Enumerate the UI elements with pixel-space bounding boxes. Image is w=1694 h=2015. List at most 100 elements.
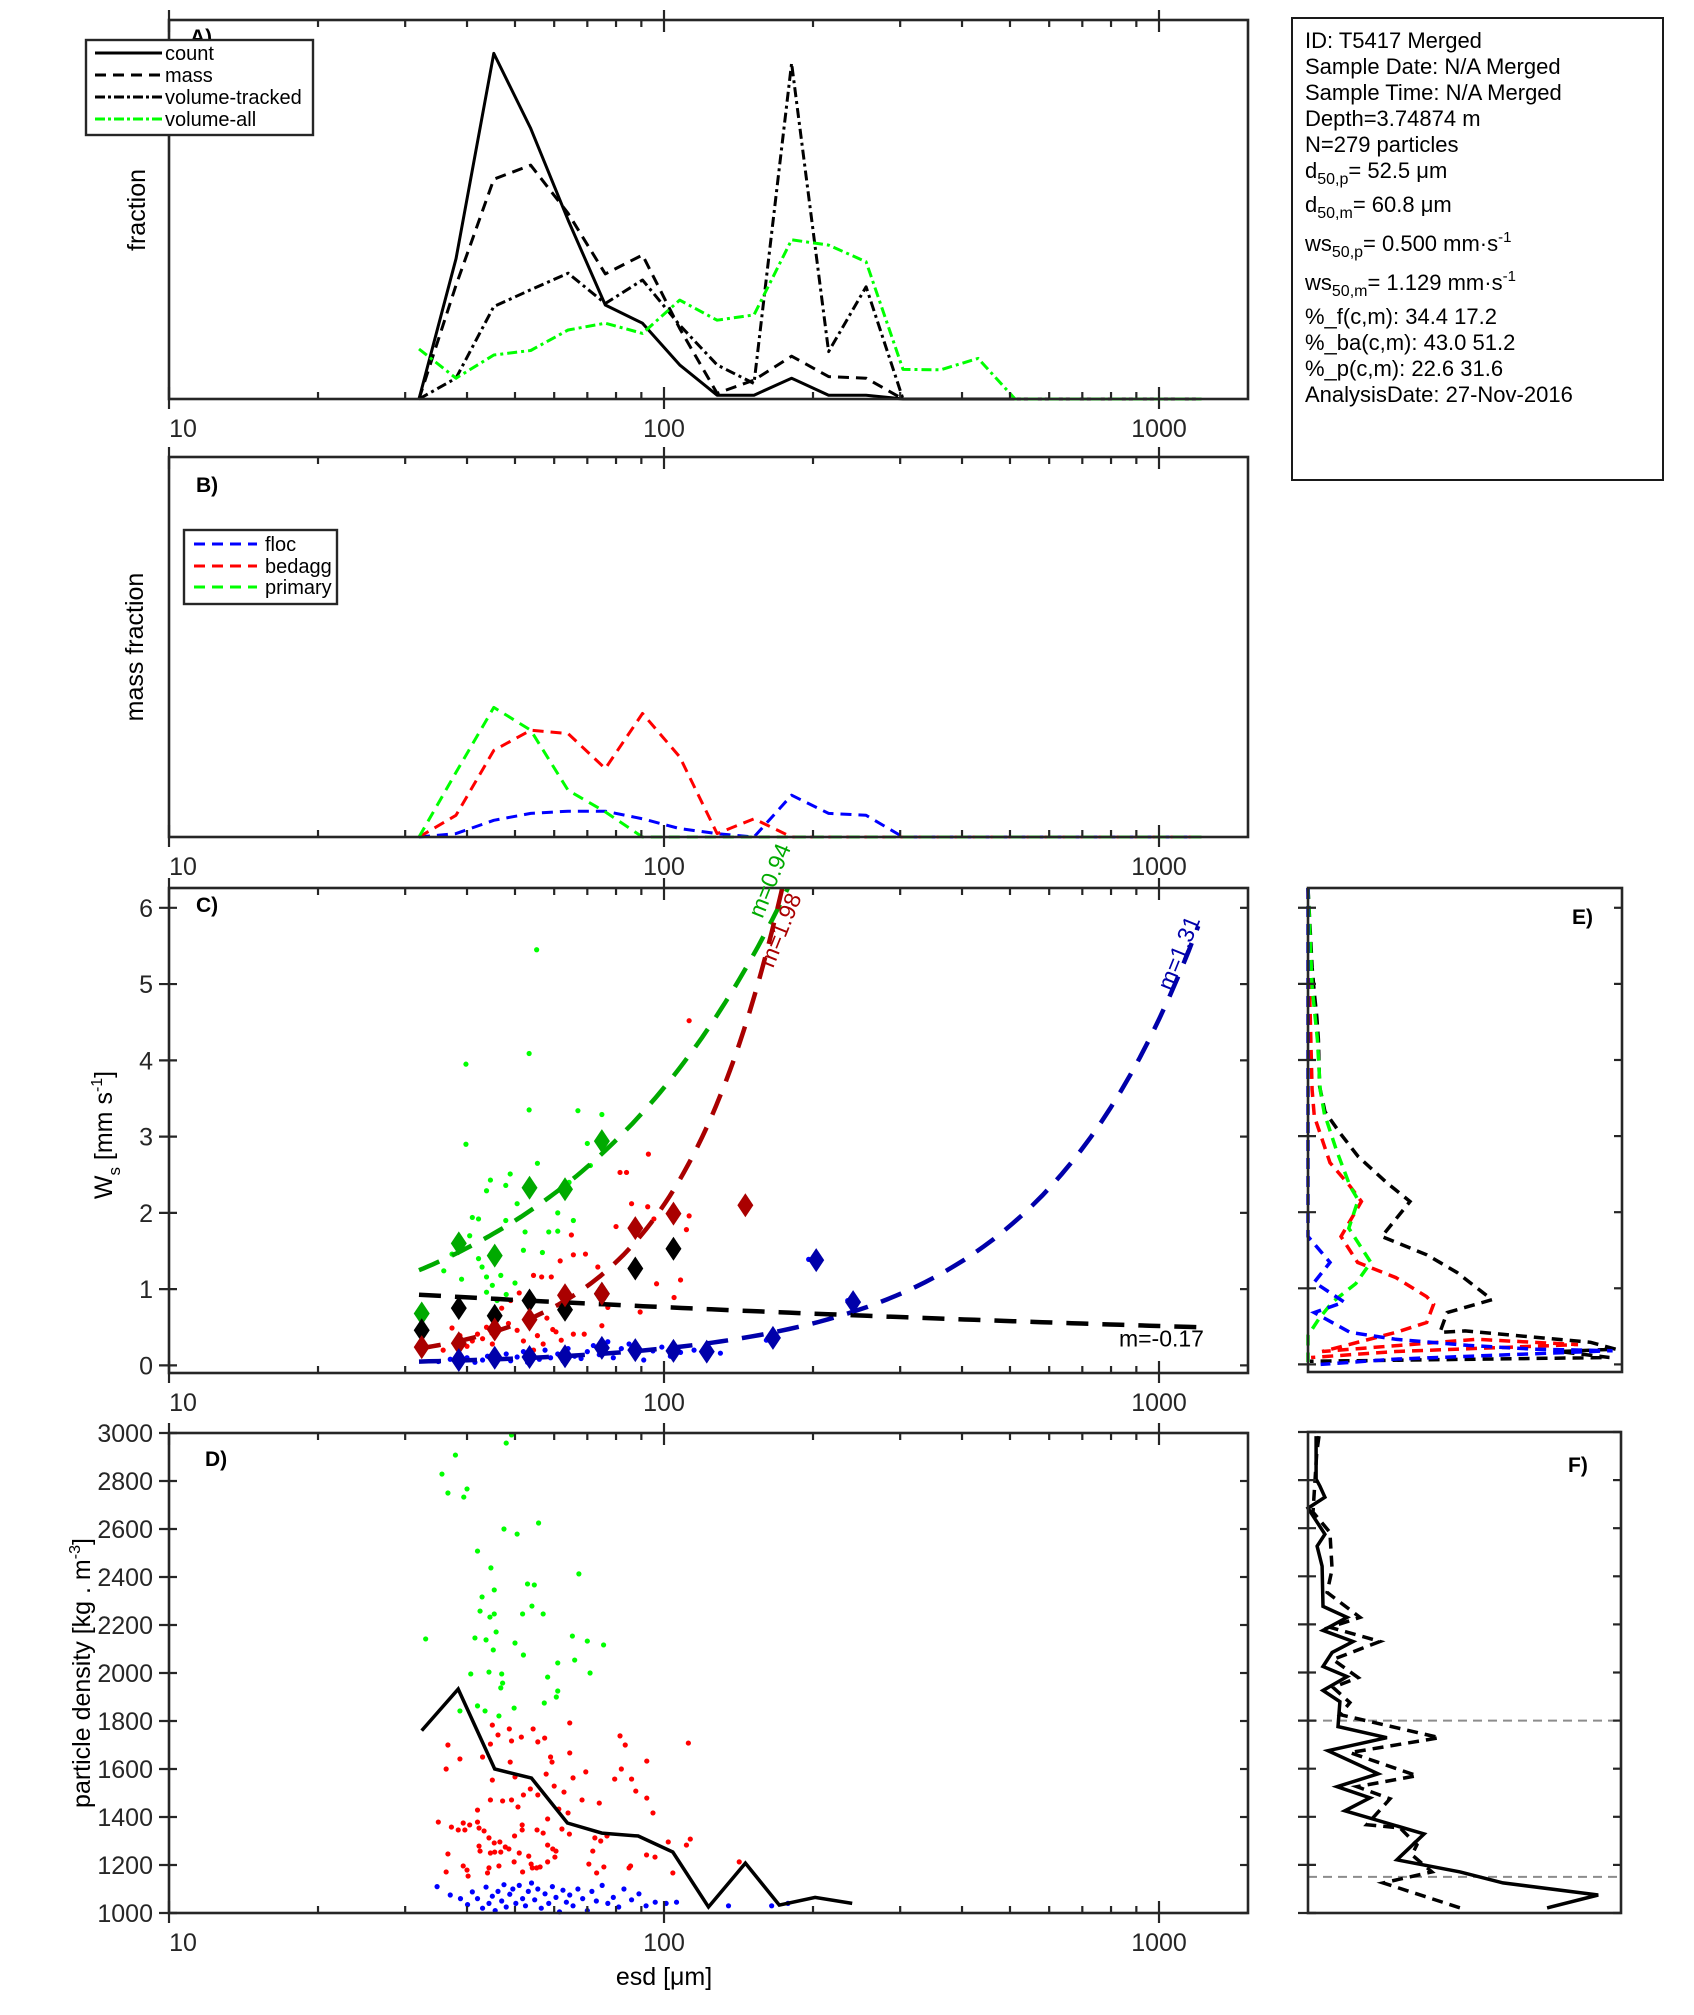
scatter-point-floc	[499, 1898, 505, 1904]
scatter-point-primary	[600, 1642, 607, 1648]
scatter-point-floc	[610, 1894, 616, 1900]
profile-line-all	[1306, 887, 1617, 1364]
scatter-point-floc	[560, 1887, 566, 1893]
scatter-point-floc	[479, 1357, 486, 1363]
scatter-point-primary	[499, 1671, 505, 1677]
scatter-point-bedagg	[628, 1201, 635, 1207]
scatter-point-bedagg	[579, 1797, 585, 1803]
median-density-line	[420, 1685, 853, 1910]
scatter-point-bedagg	[487, 1797, 494, 1803]
scatter-point-bedagg	[514, 1327, 520, 1333]
info-sample-time: Sample Time: N/A Merged	[1305, 80, 1562, 105]
scatter-point-bedagg	[570, 1252, 576, 1258]
info-ws50m: ws50,m= 1.129 mm·s-1	[1305, 265, 1662, 304]
legend-label-floc: floc	[265, 534, 296, 556]
scatter-point-floc	[457, 1896, 464, 1902]
scatter-point-bedagg	[519, 1822, 525, 1828]
scatter-point-bedagg	[486, 1835, 492, 1841]
fit-line-bedagg-fit	[418, 888, 785, 1351]
scatter-point-bedagg	[557, 1258, 563, 1264]
y-tick-label: 1	[139, 1276, 153, 1304]
scatter-point-bedagg	[516, 1850, 522, 1856]
panel-d-y-ticks: 1000 1200 1400 1600 1800 2000 2200 2400 2600 2800…	[97, 1420, 1248, 1928]
scatter-point-floc	[464, 1902, 471, 1908]
scatter-point-bedagg	[445, 1851, 451, 1857]
scatter-point-bedagg	[622, 1742, 628, 1748]
scatter-point-primary	[493, 1629, 499, 1635]
binned-diamond-all	[557, 1297, 574, 1322]
scatter-point-bedagg	[644, 1758, 650, 1764]
binned-diamond-floc	[486, 1345, 503, 1370]
scatter-point-floc	[479, 1905, 486, 1911]
binned-diamond-bedagg	[593, 1281, 610, 1306]
info-ws50m-sub: 50,m	[1331, 283, 1368, 300]
binned-diamond-bedagg	[450, 1331, 467, 1356]
scatter-point-floc	[563, 1899, 569, 1905]
scatter-point-bedagg	[534, 1333, 541, 1339]
scatter-point-floc	[503, 1904, 509, 1910]
panel-f-axes-box	[1306, 1430, 1623, 1915]
scatter-point-primary	[441, 1268, 447, 1274]
y-tick-label: 2800	[97, 1468, 153, 1496]
scatter-point-floc	[483, 1884, 489, 1890]
legend-label-count: count	[165, 43, 214, 65]
panel-e-axes-box	[1306, 886, 1624, 1374]
scatter-point-bedagg	[617, 1733, 623, 1739]
scatter-point-floc	[691, 1347, 697, 1353]
fit-label-floc-fit: m=1.31	[1152, 912, 1205, 993]
scatter-point-bedagg	[543, 1771, 549, 1777]
scatter-point-primary	[575, 1108, 581, 1114]
scatter-point-bedagg	[500, 1798, 506, 1804]
panel-c-marks	[413, 888, 1201, 1373]
info-id: ID: T5417 Merged	[1305, 28, 1482, 53]
scatter-point-bedagg	[486, 1865, 492, 1871]
scatter-point-primary	[468, 1671, 474, 1677]
panel-b-legend: floc bedagg primary	[182, 528, 339, 606]
panel-a: 10 100 1000 A) fraction count mass volume-…	[84, 10, 1250, 443]
scatter-point-primary	[584, 1638, 590, 1644]
x-tick-label: 100	[643, 1389, 685, 1417]
scatter-point-primary	[534, 1160, 541, 1166]
scatter-point-primary	[514, 1201, 520, 1207]
scatter-point-bedagg	[618, 1766, 624, 1772]
info-d50m: d50,m= 60.8 μm	[1305, 187, 1662, 226]
binned-diamond-primary	[486, 1243, 503, 1268]
panel-f-label: F)	[1568, 1454, 1588, 1477]
scatter-point-primary	[467, 1233, 473, 1239]
scatter-point-bedagg	[460, 1863, 466, 1869]
scatter-point-bedagg	[670, 1870, 676, 1876]
binned-diamond-floc	[593, 1335, 610, 1360]
scatter-point-bedagg	[529, 1865, 535, 1871]
scatter-point-primary	[503, 1291, 509, 1298]
scatter-point-primary	[507, 1171, 513, 1177]
scatter-point-bedagg	[568, 1232, 574, 1238]
scatter-point-primary	[526, 1050, 532, 1057]
legend-label-volume-tracked: volume-tracked	[165, 87, 302, 109]
info-d50p-label: d	[1305, 158, 1318, 183]
x-tick-label: 100	[643, 853, 685, 881]
info-n-particles: N=279 particles	[1305, 132, 1459, 157]
y-tick-label: 2600	[97, 1516, 153, 1544]
scatter-point-primary	[555, 1688, 561, 1694]
y-tick-label: 2400	[97, 1564, 153, 1592]
scatter-point-bedagg	[520, 1792, 527, 1798]
binned-diamond-floc	[764, 1325, 781, 1350]
panel-b: 10 100 1000 B) mass fraction floc bedagg p…	[121, 447, 1250, 881]
x-tick-label: 1000	[1131, 415, 1187, 443]
scatter-point-bedagg	[677, 1277, 684, 1283]
scatter-point-bedagg	[539, 1274, 545, 1280]
scatter-point-primary	[439, 1471, 445, 1477]
fit-line-primary-fit	[418, 888, 791, 1273]
x-axis-label: esd [μm]	[616, 1963, 712, 1991]
scatter-point-primary	[520, 1247, 527, 1253]
panel-d: 10 100 1000 1000 1200 1400 1600 1800 2000 2200 24…	[67, 1420, 1250, 1991]
scatter-point-primary	[514, 1531, 520, 1537]
scatter-point-bedagg	[477, 1848, 483, 1854]
scatter-point-primary	[500, 1680, 506, 1686]
scatter-point-floc	[659, 1344, 665, 1350]
scatter-point-floc	[769, 1903, 775, 1909]
scatter-point-bedagg	[515, 1804, 521, 1810]
scatter-point-bedagg	[489, 1777, 495, 1783]
info-ws50p: ws50,p= 0.500 mm·s-1	[1305, 226, 1662, 265]
y-tick-label: 5	[139, 971, 153, 999]
